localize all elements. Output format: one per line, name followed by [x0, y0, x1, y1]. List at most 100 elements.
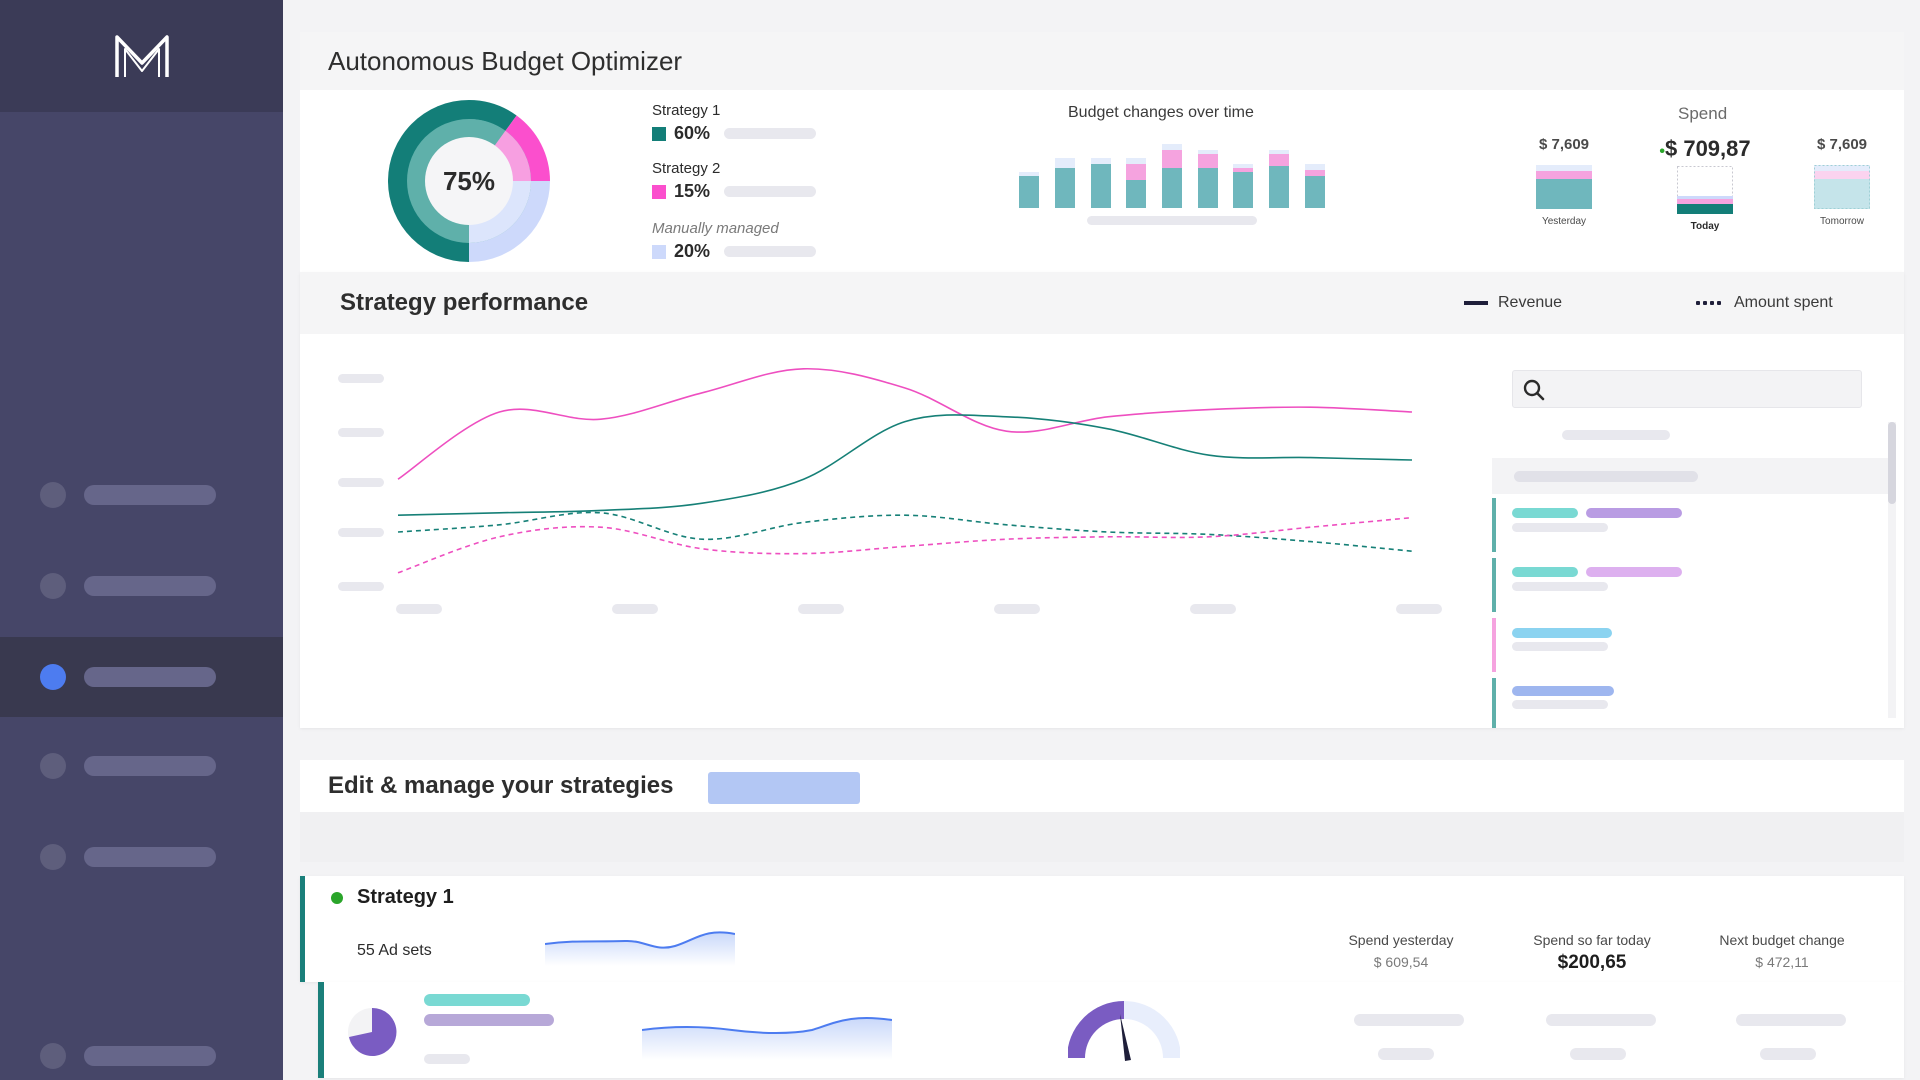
next-change-metric: Next budget change $ 472,11 [1697, 932, 1867, 970]
x-tick-placeholder-2 [612, 604, 658, 614]
bar-5 [1162, 144, 1182, 208]
row-meta-placeholder [424, 1054, 470, 1064]
strategy-sparkline [545, 931, 735, 966]
scrollbar-thumb [1888, 422, 1896, 504]
bar-2 [1055, 158, 1075, 208]
y-tick-placeholder-1 [338, 374, 384, 383]
swatch-strategy2 [652, 184, 666, 199]
nav-dot-icon [40, 573, 66, 599]
overview-header: Autonomous Budget Optimizer [300, 32, 1904, 90]
spend-yesterday-caption: Yesterday [1541, 216, 1587, 227]
live-dot-icon: • [1659, 143, 1665, 160]
legend-strategy-2: Strategy 2 15% [652, 160, 816, 202]
metric-placeholder [1760, 1048, 1816, 1060]
allocation-donut: 75% [387, 100, 550, 262]
spend-tomorrow: $ 7,609 Tomorrow [1800, 136, 1884, 227]
metric-placeholder [1736, 1014, 1846, 1026]
metric-value: $200,65 [1557, 952, 1627, 973]
nav-placeholder [84, 576, 216, 596]
edit-header: Edit & manage your strategies [300, 760, 1904, 812]
y-tick-placeholder-5 [338, 582, 384, 591]
legend-placeholder [724, 246, 816, 257]
nav-placeholder [84, 485, 216, 505]
nav-placeholder [84, 756, 216, 776]
series-line-4 [397, 516, 1413, 574]
pie-icon [348, 1007, 397, 1056]
budget-changes-chart [1019, 144, 1325, 225]
performance-header: Strategy performance Revenue Amount spen… [300, 272, 1904, 334]
y-tick-placeholder-4 [338, 528, 384, 537]
x-tick-placeholder-5 [1190, 604, 1236, 614]
spend-tomorrow-value: $ 7,609 [1816, 136, 1868, 153]
metric-label: Next budget change [1719, 932, 1845, 948]
spend-yesterday-value: $ 7,609 [1538, 136, 1590, 153]
spend-tomorrow-caption: Tomorrow [1820, 216, 1864, 227]
series-line-2 [397, 414, 1413, 516]
legend-revenue-label: Revenue [1498, 294, 1563, 311]
spend-tomorrow-bar [1814, 165, 1870, 209]
legend-pct: 15% [674, 181, 711, 201]
bar-4 [1126, 158, 1146, 208]
x-tick-placeholder-4 [994, 604, 1040, 614]
metric-label: Spend yesterday [1348, 932, 1454, 948]
metric-placeholder [1354, 1014, 1464, 1026]
legend-name: Strategy 1 [652, 102, 721, 119]
legend-amount-label: Amount spent [1734, 294, 1833, 311]
strategy-name: Strategy 1 [357, 886, 454, 908]
legend-pct: 60% [674, 123, 711, 143]
spend-today-caption: Today [1690, 221, 1720, 232]
series-line-3 [397, 511, 1413, 552]
legend-strategy-1: Strategy 1 60% [652, 102, 816, 144]
list-item [1492, 678, 1614, 728]
y-tick-placeholder-3 [338, 478, 384, 487]
metric-value: $ 609,54 [1373, 954, 1429, 970]
spend-today: •$ 709,87 Today [1640, 136, 1770, 232]
list-header-placeholder [1562, 430, 1670, 440]
performance-title: Strategy performance [340, 289, 589, 316]
legend-revenue: Revenue [1464, 294, 1562, 312]
list-item [1492, 498, 1682, 552]
row-sublabel-placeholder [424, 1014, 554, 1026]
nav-placeholder [84, 847, 216, 867]
legend-amount-spent: Amount spent [1696, 294, 1833, 312]
ad-set-row[interactable] [318, 982, 1904, 1078]
solid-line-icon [1464, 301, 1488, 305]
add-strategy-button[interactable] [708, 772, 860, 804]
logo-area [0, 0, 283, 112]
spend-today-value: $ 709,87 [1664, 136, 1751, 161]
metric-placeholder [1546, 1014, 1656, 1026]
legend-placeholder [724, 186, 816, 197]
budget-changes-title: Budget changes over time [1068, 104, 1254, 121]
sidebar-item-6[interactable] [0, 1016, 283, 1080]
sidebar-item-5[interactable] [0, 817, 283, 897]
spend-yesterday: $ 7,609 Yesterday [1522, 136, 1606, 227]
edit-toolbar [300, 812, 1904, 862]
bar-8 [1269, 150, 1289, 208]
sidebar-item-1[interactable] [0, 455, 283, 535]
nav-dot-icon [40, 482, 66, 508]
strategy-card[interactable]: Strategy 1 55 Ad sets Spend yesterday $ … [300, 876, 1904, 982]
sidebar [0, 0, 283, 1080]
list-item [1492, 558, 1682, 612]
edit-strategies-panel: Edit & manage your strategies [300, 760, 1904, 862]
nav-placeholder [84, 667, 216, 687]
adsets-count: 55 Ad sets [357, 942, 432, 959]
search-input[interactable] [1512, 370, 1862, 408]
spend-yesterday-bar [1536, 165, 1592, 209]
nav-dot-icon [40, 664, 66, 690]
nav-placeholder [84, 1046, 216, 1066]
nav-dot-icon [40, 844, 66, 870]
spend-yesterday-metric: Spend yesterday $ 609,54 [1316, 932, 1486, 970]
page-title: Autonomous Budget Optimizer [328, 45, 683, 76]
x-tick-placeholder-6 [1396, 604, 1442, 614]
sidebar-item-2[interactable] [0, 546, 283, 626]
sidebar-item-4[interactable] [0, 726, 283, 806]
sidebar-item-3[interactable] [0, 637, 283, 717]
legend-name: Manually managed [652, 220, 779, 237]
legend-manual: Manually managed 20% [652, 220, 816, 262]
metric-placeholder [1378, 1048, 1434, 1060]
strategy-filter-list [1492, 422, 1896, 728]
donut-center-label: 75% [442, 165, 496, 196]
status-active-icon [331, 892, 343, 904]
legend-name: Strategy 2 [652, 160, 721, 177]
